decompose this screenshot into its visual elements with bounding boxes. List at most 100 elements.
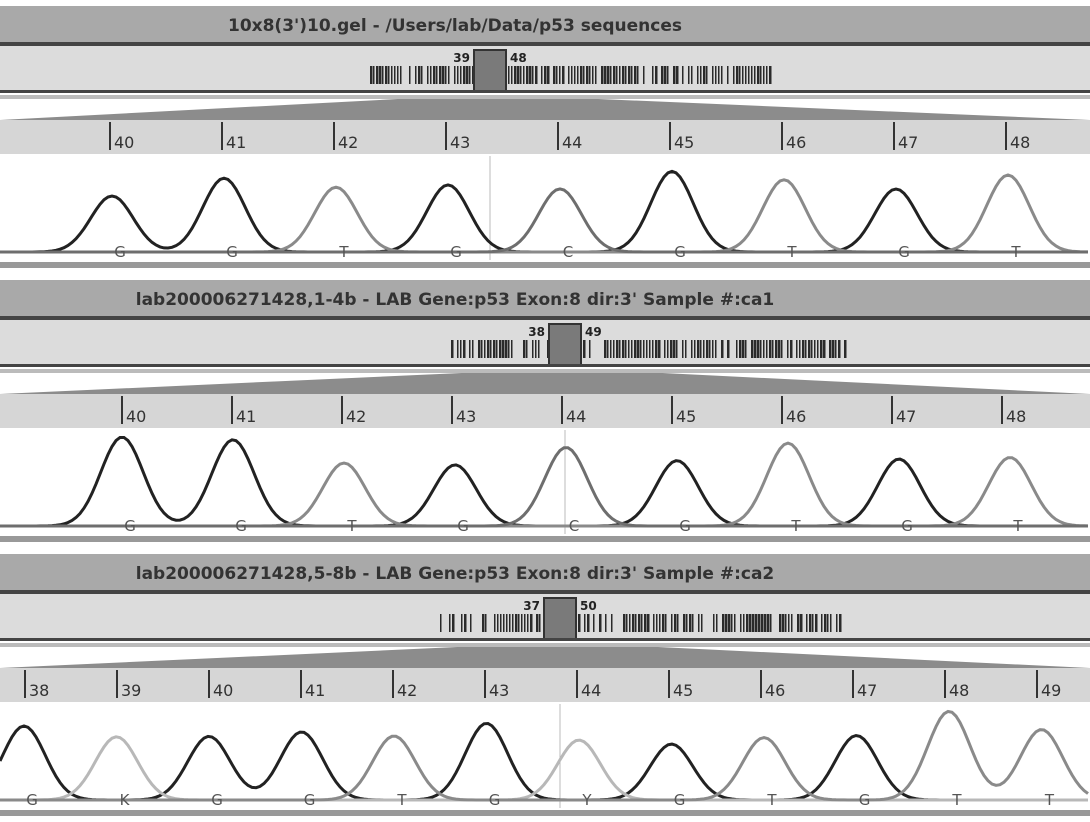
sequence-barcode xyxy=(506,614,508,632)
sequence-barcode xyxy=(662,614,665,632)
sequence-barcode xyxy=(769,66,772,84)
sequence-barcode xyxy=(584,614,586,632)
ruler-label: 43 xyxy=(489,681,509,700)
sequence-barcode xyxy=(830,614,832,632)
sequence-barcode xyxy=(485,614,487,632)
ruler-label: 42 xyxy=(346,407,366,426)
sequence-barcode xyxy=(629,614,631,632)
sequence-barcode xyxy=(449,614,451,632)
sequence-barcode xyxy=(686,614,688,632)
sequence-barcode xyxy=(634,340,637,358)
sequence-barcode xyxy=(484,340,486,358)
wedge-shade xyxy=(0,369,1090,373)
base-call: G xyxy=(898,243,910,261)
sequence-barcode xyxy=(698,614,700,632)
window-end: 48 xyxy=(510,51,527,65)
title-bar-border xyxy=(0,316,1090,320)
sequence-barcode xyxy=(634,66,637,84)
base-call: G xyxy=(304,791,316,809)
sequence-barcode xyxy=(770,614,772,632)
sequence-barcode xyxy=(733,66,735,84)
sequence-barcode xyxy=(494,614,496,632)
sequence-barcode xyxy=(800,614,803,632)
sequence-barcode xyxy=(532,340,534,358)
sequence-barcode xyxy=(610,66,612,84)
sequence-barcode xyxy=(703,66,706,84)
sequence-barcode xyxy=(835,340,837,358)
sequence-barcode xyxy=(463,66,466,84)
sequence-barcode xyxy=(655,66,658,84)
ruler-label: 45 xyxy=(676,407,696,426)
sequence-barcode xyxy=(769,340,772,358)
sequence-barcode xyxy=(526,340,528,358)
sequence-barcode xyxy=(691,340,693,358)
sequence-barcode xyxy=(502,340,505,358)
ruler-label: 45 xyxy=(673,681,693,700)
sequence-barcode xyxy=(706,340,709,358)
sequence-panel: lab200006271428,5-8b - LAB Gene:p53 Exon… xyxy=(0,554,1090,816)
panel-title: 10x8(3')10.gel - /Users/lab/Data/p53 seq… xyxy=(228,16,682,36)
sequence-barcode xyxy=(589,66,591,84)
sequence-barcode xyxy=(547,66,550,84)
sequence-barcode xyxy=(421,66,423,84)
sequence-barcode xyxy=(607,66,610,84)
sequence-barcode xyxy=(595,66,597,84)
sequence-barcode xyxy=(644,614,647,632)
sequence-barcode xyxy=(466,66,469,84)
sequence-barcode xyxy=(787,340,789,358)
base-call: G xyxy=(450,243,462,261)
ruler-label: 46 xyxy=(786,407,806,426)
ruler-label: 42 xyxy=(338,133,358,152)
sequence-barcode xyxy=(536,614,539,632)
sequence-barcode xyxy=(532,66,534,84)
sequence-barcode xyxy=(809,614,812,632)
ruler-label: 41 xyxy=(226,133,246,152)
sequence-barcode xyxy=(439,66,442,84)
sequence-barcode xyxy=(464,614,467,632)
sequence-barcode xyxy=(632,614,635,632)
wedge-shade xyxy=(0,643,1090,647)
sequence-barcode xyxy=(515,614,518,632)
sequence-barcode xyxy=(782,614,785,632)
sequence-barcode xyxy=(529,66,532,84)
sequence-barcode xyxy=(761,614,764,632)
base-call: Y xyxy=(581,791,592,809)
sequence-barcode xyxy=(512,614,514,632)
sequence-barcode xyxy=(716,614,718,632)
sequence-barcode xyxy=(388,66,390,84)
sequence-barcode xyxy=(574,66,576,84)
sequence-barcode xyxy=(656,614,658,632)
base-call: G xyxy=(457,517,469,535)
ruler-label: 38 xyxy=(29,681,49,700)
title-bar-border xyxy=(0,42,1090,46)
sequence-barcode xyxy=(683,614,686,632)
sequence-barcode xyxy=(376,66,379,84)
sequence-barcode xyxy=(767,614,770,632)
sequence-barcode xyxy=(692,614,694,632)
sequence-barcode xyxy=(643,66,645,84)
sequence-barcode xyxy=(623,614,626,632)
sequence-barcode xyxy=(731,614,733,632)
sequence-barcode xyxy=(637,340,640,358)
sequence-barcode xyxy=(497,614,499,632)
sequence-barcode xyxy=(653,614,655,632)
base-call: C xyxy=(563,243,573,261)
sequence-barcode xyxy=(772,340,774,358)
sequence-barcode xyxy=(736,66,739,84)
title-bar-border xyxy=(0,590,1090,594)
window-start: 38 xyxy=(528,325,545,339)
base-call: G xyxy=(674,243,686,261)
ruler-label: 47 xyxy=(857,681,877,700)
sequence-barcode xyxy=(805,340,807,358)
sequence-barcode xyxy=(676,340,678,358)
sequence-barcode xyxy=(742,66,744,84)
base-call: C xyxy=(569,517,579,535)
sequence-barcode xyxy=(802,340,805,358)
sequence-barcode xyxy=(463,340,466,358)
sequence-barcode xyxy=(436,66,438,84)
sequence-barcode xyxy=(628,340,630,358)
sequence-barcode xyxy=(490,340,492,358)
sequence-barcode xyxy=(739,340,742,358)
ruler-band xyxy=(0,668,1090,702)
sequence-barcode xyxy=(524,614,526,632)
